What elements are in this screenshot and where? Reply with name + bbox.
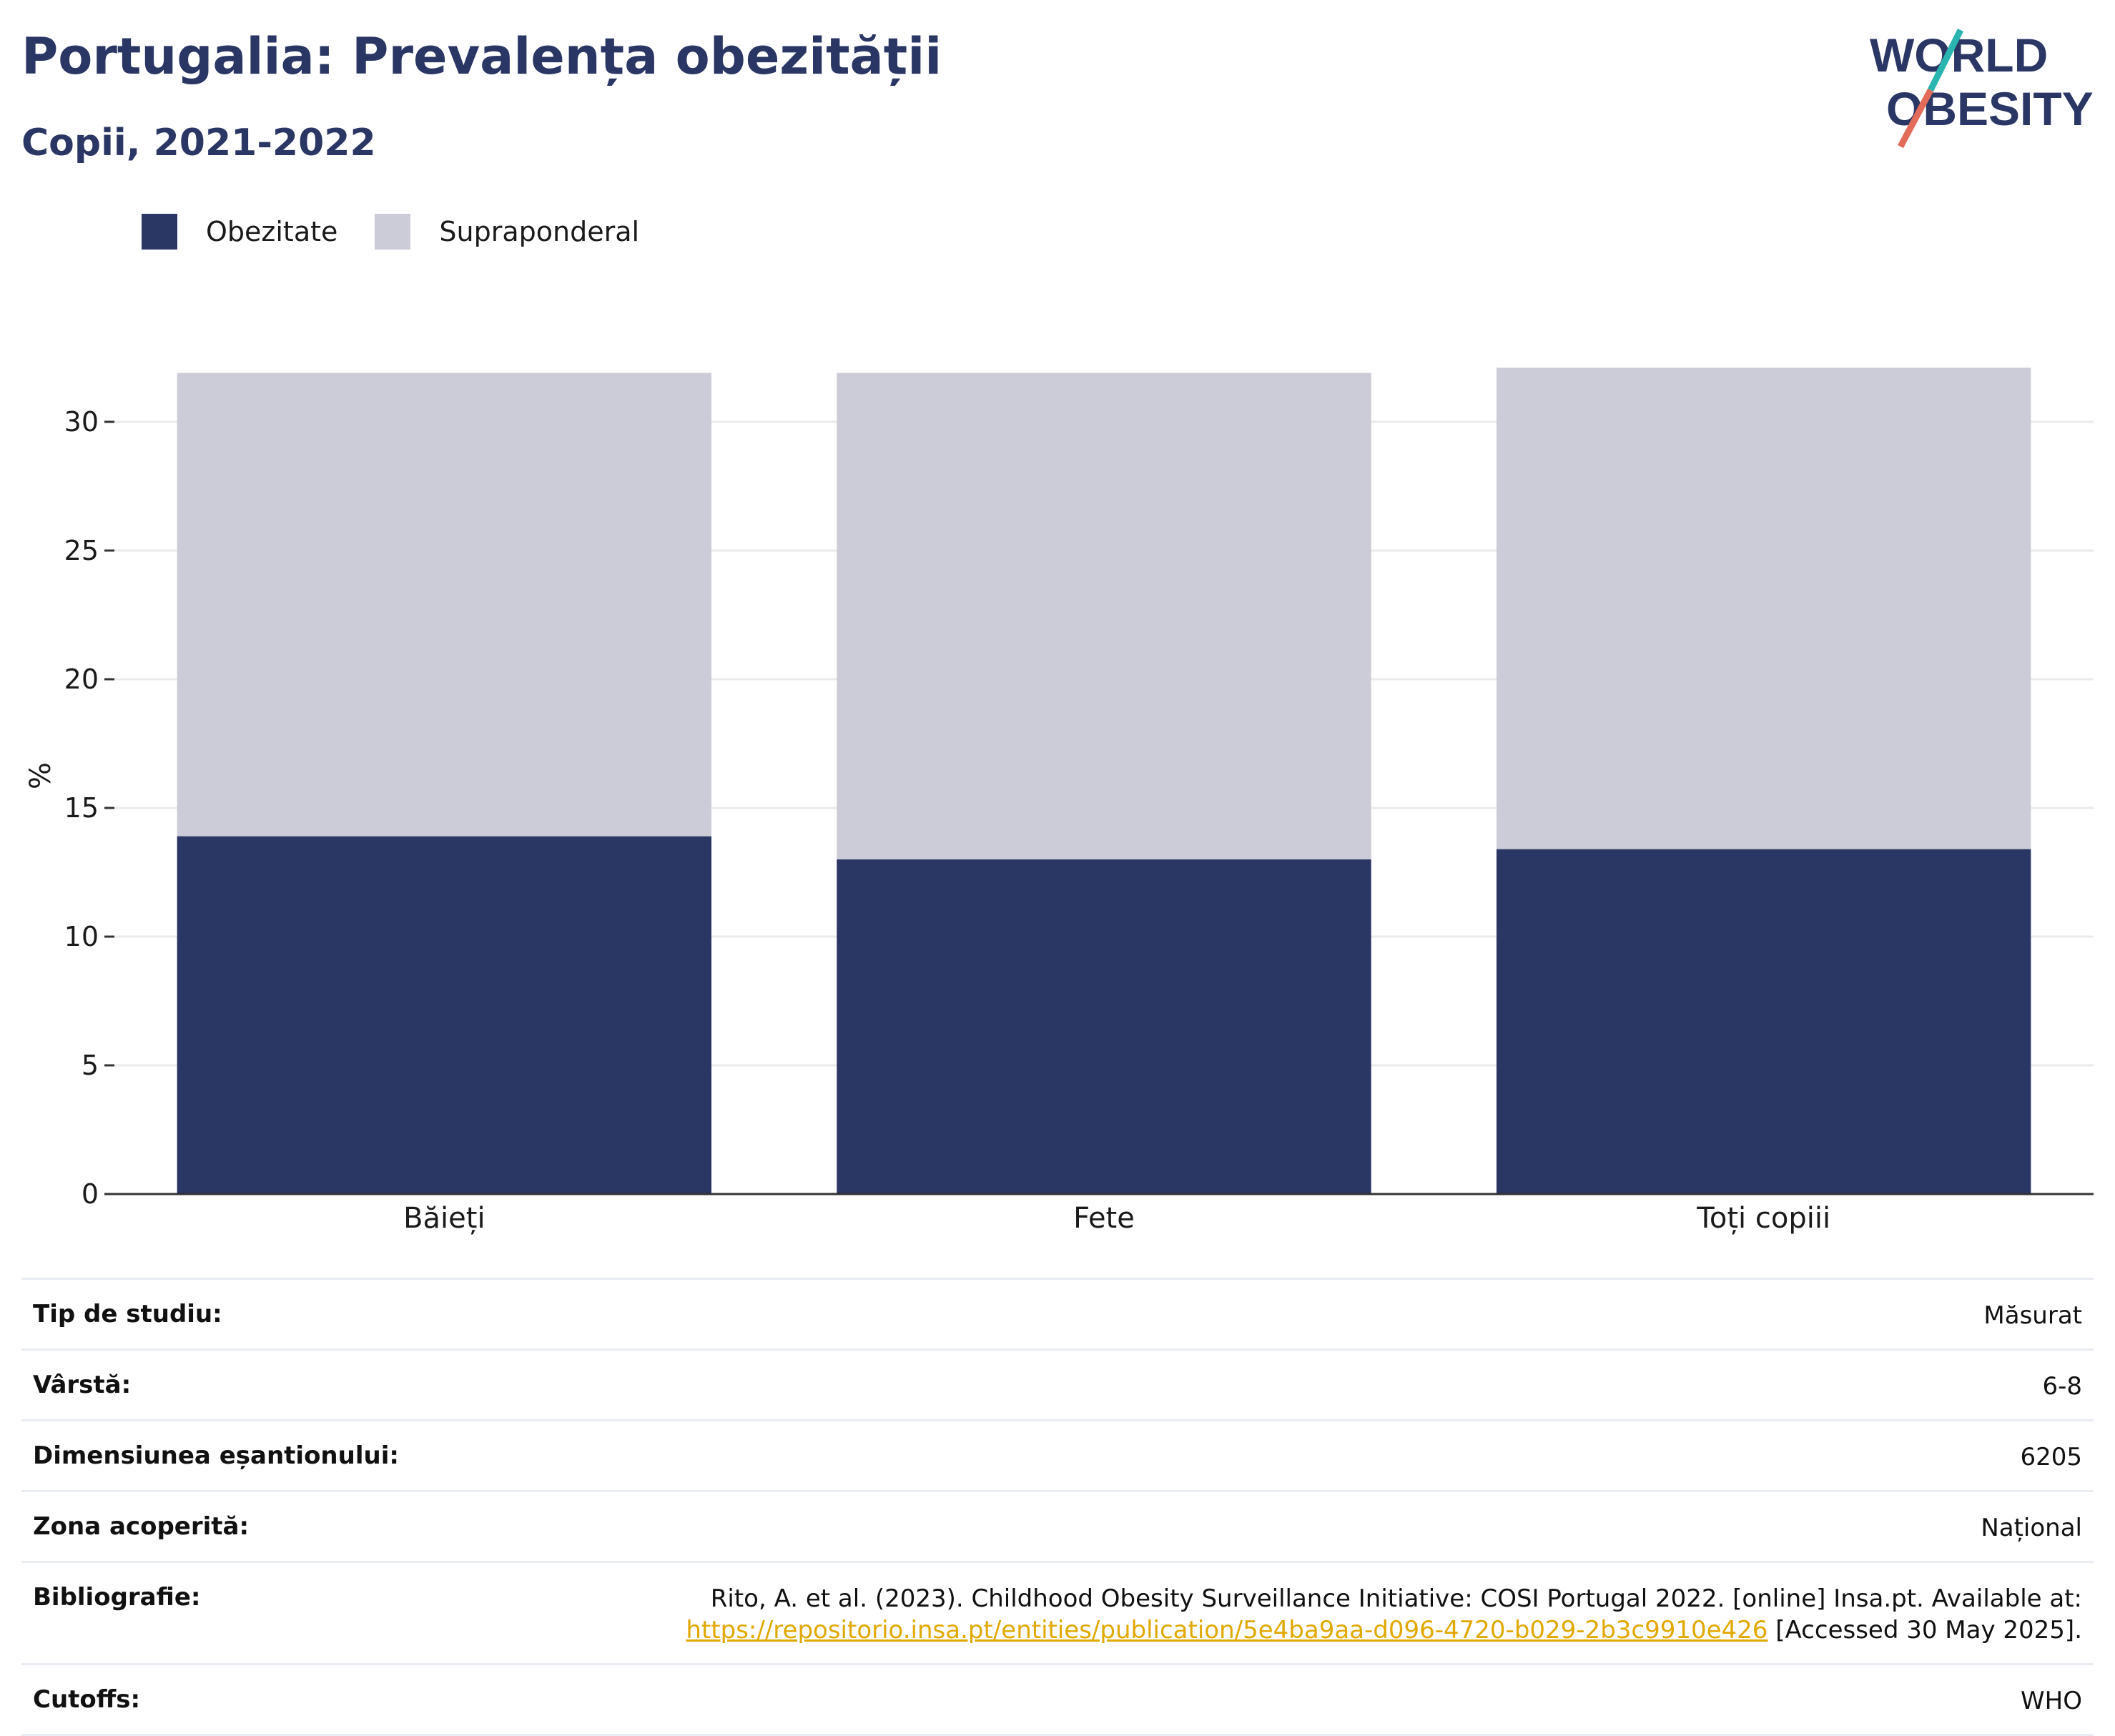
legend-swatch-obezitate: [142, 214, 177, 250]
meta-label: Dimensiunea eșantionului:: [33, 1441, 399, 1470]
meta-value: 6205: [2020, 1443, 2082, 1471]
y-axis-label: %: [24, 762, 57, 789]
meta-value: 6-8: [2042, 1372, 2082, 1401]
bibliography-text: Rito, A. et al. (2023). Childhood Obesit…: [710, 1584, 2082, 1613]
meta-row-cutoffs: Cutoffs: WHO: [21, 1663, 2094, 1736]
legend-item-supraponderal[interactable]: Supraponderal: [375, 214, 639, 250]
x-tick-label: Băieți: [403, 1202, 485, 1235]
meta-value: WHO: [2021, 1687, 2082, 1715]
meta-value: Național: [1981, 1514, 2082, 1542]
bibliography-link[interactable]: https://repositorio.insa.pt/entities/pub…: [686, 1616, 1768, 1644]
meta-value: Rito, A. et al. (2023). Childhood Obesit…: [686, 1583, 2082, 1646]
page-title: Portugalia: Prevalența obezității: [21, 27, 942, 86]
meta-label: Tip de studiu:: [33, 1300, 222, 1328]
y-tick-label: 15: [64, 792, 99, 824]
bar-supraponderal: [837, 373, 1371, 859]
bibliography-accessed: [Accessed 30 May 2025].: [1768, 1616, 2082, 1644]
legend-swatch-supraponderal: [375, 214, 411, 250]
chart-legend: Obezitate Supraponderal: [142, 212, 676, 252]
world-obesity-logo: WORLD OBESITY: [1870, 28, 2094, 149]
y-tick-label: 5: [82, 1050, 99, 1081]
logo-slash-teal: [1927, 28, 1964, 92]
bar-supraponderal: [1496, 368, 2031, 849]
y-tick-label: 30: [64, 406, 99, 438]
meta-label: Cutoffs:: [33, 1685, 141, 1714]
meta-label: Zona acoperită:: [33, 1512, 250, 1541]
bar-obezitate: [177, 836, 712, 1194]
legend-label-supraponderal: Supraponderal: [439, 216, 640, 247]
study-info-table: Tip de studiu: Măsurat Vârstă: 6-8 Dimen…: [21, 1278, 2094, 1736]
logo-slash-coral: [1898, 88, 1933, 149]
y-tick-label: 25: [64, 535, 99, 566]
meta-row-sample-size: Dimensiunea eșantionului: 6205: [21, 1419, 2094, 1490]
legend-label-obezitate: Obezitate: [206, 216, 338, 247]
meta-row-coverage: Zona acoperită: Național: [21, 1490, 2094, 1561]
meta-row-bibliography: Bibliografie: Rito, A. et al. (2023). Ch…: [21, 1561, 2094, 1663]
y-tick-label: 20: [64, 664, 99, 695]
meta-label: Vârstă:: [33, 1371, 132, 1399]
meta-row-age: Vârstă: 6-8: [21, 1348, 2094, 1419]
stacked-bar-chart: 0 5 10 15 20 25 30% Băieți Fete Toți copiii: [24, 368, 2094, 1235]
bar-obezitate: [837, 859, 1371, 1194]
legend-item-obezitate[interactable]: Obezitate: [142, 214, 337, 250]
y-tick-label: 10: [64, 921, 99, 952]
y-tick-label: 0: [82, 1178, 99, 1210]
meta-label: Bibliografie:: [33, 1583, 201, 1612]
bar-supraponderal: [177, 373, 712, 837]
x-tick-label: Fete: [1073, 1202, 1135, 1235]
bar-obezitate: [1496, 849, 2031, 1194]
meta-row-study-type: Tip de studiu: Măsurat: [21, 1278, 2094, 1348]
meta-value: Măsurat: [1983, 1301, 2082, 1330]
x-tick-label: Toți copiii: [1696, 1202, 1830, 1235]
page-subtitle: Copii, 2021-2022: [21, 122, 376, 164]
